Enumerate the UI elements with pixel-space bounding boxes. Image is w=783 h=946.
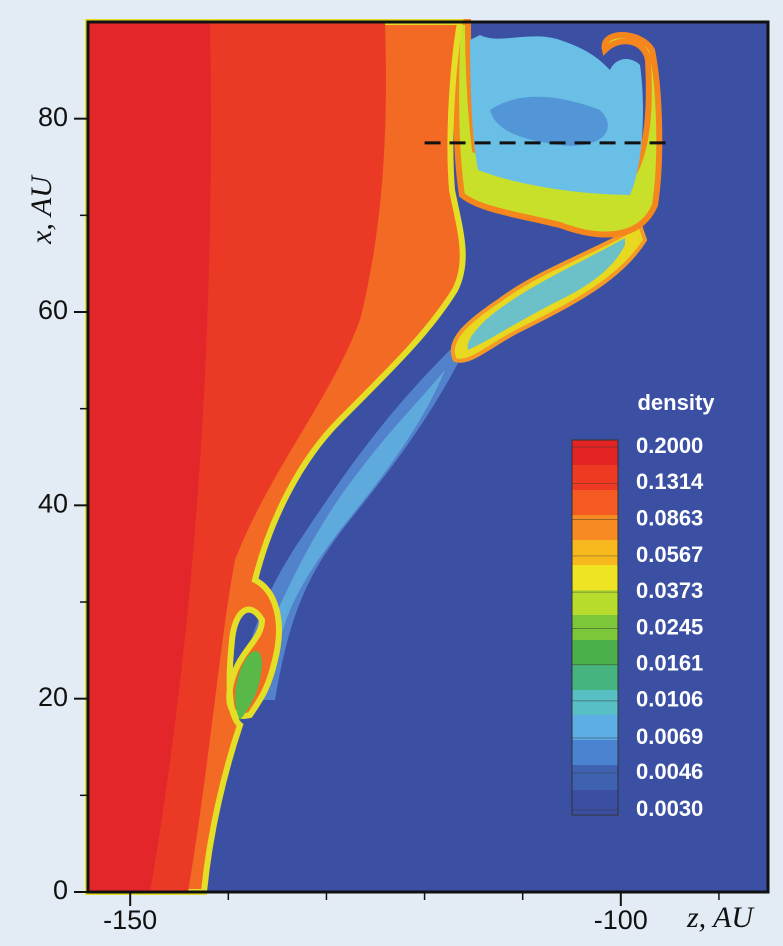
colorbar-band (572, 690, 618, 716)
y-axis-label: x, AU (25, 174, 58, 245)
x-tick-label: -100 (594, 905, 648, 935)
colorbar-band (572, 740, 618, 766)
y-tick-label: 80 (38, 102, 68, 132)
colorbar: 0.2000 0.1314 0.0863 0.0567 0.0373 0.0245 0.01… (571, 433, 704, 821)
colorbar-tick-label: 0.0069 (636, 724, 703, 749)
colorbar-band (572, 665, 618, 691)
colorbar-tick-label: 0.0245 (636, 614, 703, 639)
colorbar-band (572, 490, 618, 516)
plot-frame (86, 20, 770, 894)
colorbar-band (572, 790, 618, 816)
colorbar-tick-label: 0.0161 (636, 651, 703, 676)
density-field (85, 19, 768, 895)
x-axis-label: z, AU (686, 901, 755, 934)
colorbar-frame (571, 439, 619, 816)
colorbar-band (572, 640, 618, 666)
y-tick-label: 40 (38, 488, 68, 518)
colorbar-tick-label: 0.0106 (636, 687, 703, 712)
colorbar-band (572, 765, 618, 791)
y-tick-label: 0 (53, 875, 68, 905)
colorbar-band (572, 540, 618, 566)
colorbar-band (572, 715, 618, 741)
x-tick-label: -150 (103, 905, 157, 935)
colorbar-tick-label: 0.0567 (636, 542, 703, 567)
colorbar-tick-label: 0.0373 (636, 578, 703, 603)
colorbar-tick-label: 0.0046 (636, 759, 703, 784)
y-tick-label: 60 (38, 295, 68, 325)
colorbar-band (572, 590, 618, 616)
colorbar-tick-label: 0.0863 (636, 505, 703, 530)
colorbar-tick-label: 0.0030 (636, 796, 703, 821)
y-tick-label: 20 (38, 682, 68, 712)
colorbar-band (572, 440, 618, 466)
colorbar-band (572, 515, 618, 541)
colorbar-title: density (637, 390, 715, 415)
colorbar-band (572, 615, 618, 641)
colorbar-band (572, 565, 618, 591)
colorbar-tick-label: 0.2000 (636, 433, 703, 458)
colorbar-band (572, 465, 618, 491)
colorbar-tick-label: 0.1314 (636, 469, 704, 494)
